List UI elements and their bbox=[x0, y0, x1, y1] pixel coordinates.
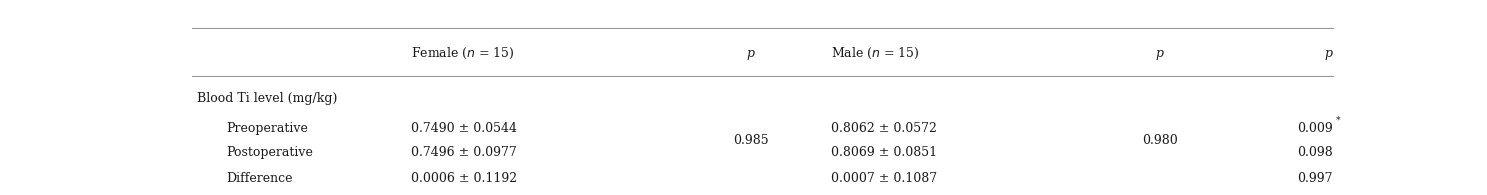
Text: 0.985: 0.985 bbox=[733, 134, 769, 147]
Text: 0.009: 0.009 bbox=[1297, 122, 1332, 135]
Text: 0.7496 ± 0.0977: 0.7496 ± 0.0977 bbox=[410, 146, 516, 159]
Text: Male ($\it{n}$ = 15): Male ($\it{n}$ = 15) bbox=[831, 46, 920, 61]
Text: *: * bbox=[1335, 116, 1340, 125]
Text: Blood Ti level (mg/kg): Blood Ti level (mg/kg) bbox=[198, 92, 338, 105]
Text: 0.098: 0.098 bbox=[1297, 146, 1332, 159]
Text: 0.980: 0.980 bbox=[1142, 134, 1178, 147]
Text: p: p bbox=[1325, 47, 1332, 60]
Text: 0.0007 ± 0.1087: 0.0007 ± 0.1087 bbox=[831, 172, 937, 184]
Text: Difference: Difference bbox=[226, 172, 293, 184]
Text: 0.0006 ± 0.1192: 0.0006 ± 0.1192 bbox=[410, 172, 516, 184]
Text: 0.8069 ± 0.0851: 0.8069 ± 0.0851 bbox=[831, 146, 937, 159]
Text: p: p bbox=[1155, 47, 1164, 60]
Text: 0.8062 ± 0.0572: 0.8062 ± 0.0572 bbox=[831, 122, 937, 135]
Text: p: p bbox=[746, 47, 754, 60]
Text: 0.7490 ± 0.0544: 0.7490 ± 0.0544 bbox=[410, 122, 516, 135]
Text: 0.997: 0.997 bbox=[1297, 172, 1332, 184]
Text: Preoperative: Preoperative bbox=[226, 122, 308, 135]
Text: Female ($\it{n}$ = 15): Female ($\it{n}$ = 15) bbox=[410, 46, 515, 61]
Text: Postoperative: Postoperative bbox=[226, 146, 314, 159]
